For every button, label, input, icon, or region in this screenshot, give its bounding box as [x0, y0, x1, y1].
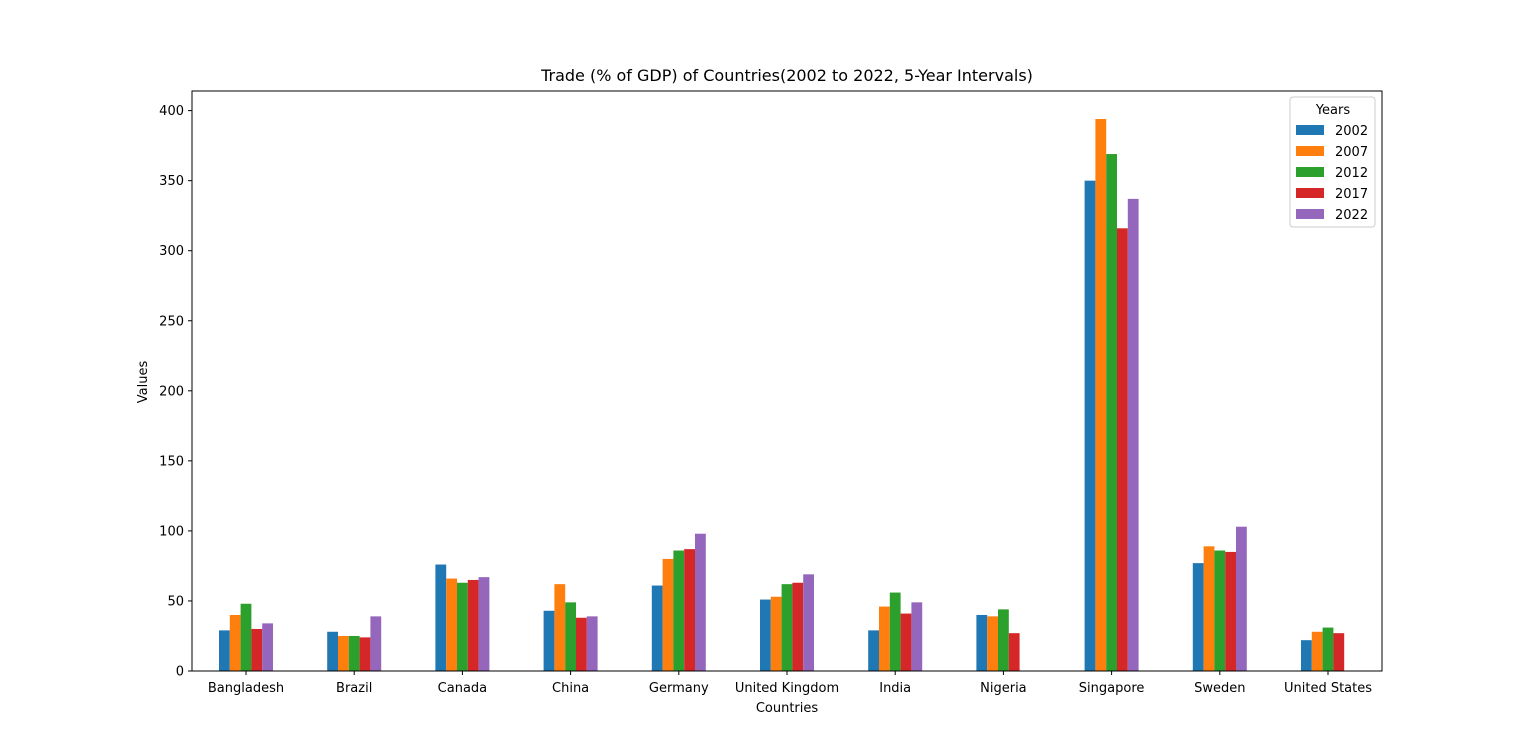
bar-brazil-2012 [348, 635, 360, 671]
bar-bangladesh-2022 [262, 623, 273, 671]
y-tick-label: 200 [159, 384, 184, 399]
y-axis: 0 50 100 150 200 250 300 350 400 [159, 104, 192, 680]
y-tick-label: 250 [159, 314, 184, 329]
bar-canada-2022 [478, 577, 490, 671]
bar-india-2017 [900, 613, 912, 671]
bar-united-states-2002 [1301, 640, 1312, 671]
bar-united-kingdom-2007 [770, 596, 782, 671]
bar-united-kingdom-2012 [781, 584, 793, 671]
bar-united-states-2012 [1322, 627, 1334, 671]
legend-label-2017: 2017 [1335, 187, 1368, 202]
bar-singapore-2012 [1106, 154, 1117, 672]
bar-bangladesh-2017 [251, 628, 263, 671]
bar-china-2002 [543, 610, 555, 671]
y-tick-label: 300 [159, 244, 184, 259]
bar-singapore-2002 [1084, 180, 1096, 671]
x-tick-label: Bangladesh [208, 681, 284, 696]
bar-nigeria-2002 [976, 614, 988, 671]
bar-china-2012 [565, 602, 576, 671]
bar-brazil-2022 [370, 616, 382, 671]
bar-germany-2022 [695, 533, 706, 671]
bar-sweden-2007 [1203, 546, 1215, 671]
x-axis: Bangladesh Brazil Canada China Germany United… [208, 671, 1372, 696]
bar-china-2017 [576, 617, 587, 671]
y-tick-label: 100 [159, 524, 184, 539]
legend-label-2007: 2007 [1335, 145, 1368, 160]
bar-bangladesh-2002 [219, 630, 230, 671]
bar-brazil-2007 [338, 635, 349, 671]
legend-title: Years [1315, 103, 1351, 118]
bar-singapore-2022 [1127, 198, 1139, 671]
bar-nigeria-2017 [1008, 633, 1020, 671]
bar-canada-2002 [435, 564, 447, 671]
bar-germany-2007 [662, 558, 674, 671]
x-tick-label: United Kingdom [735, 681, 839, 696]
plot-area [219, 119, 1345, 672]
bar-united-kingdom-2022 [803, 574, 814, 671]
legend-swatch-2007 [1296, 146, 1324, 156]
legend-swatch-2017 [1296, 188, 1324, 198]
bar-united-states-2017 [1333, 633, 1345, 671]
bar-united-kingdom-2017 [792, 582, 804, 671]
x-tick-label: Singapore [1079, 681, 1145, 696]
bar-india-2012 [889, 592, 901, 671]
bar-singapore-2007 [1095, 119, 1107, 671]
x-tick-label: Sweden [1194, 681, 1245, 696]
x-tick-label: Brazil [336, 681, 372, 696]
legend-label-2012: 2012 [1335, 166, 1368, 181]
bar-sweden-2022 [1236, 526, 1247, 671]
x-axis-label: Countries [756, 701, 819, 716]
x-tick-label: India [879, 681, 911, 696]
bar-canada-2007 [446, 578, 457, 671]
bar-brazil-2002 [327, 631, 338, 671]
x-tick-label: China [552, 681, 589, 696]
y-tick-label: 150 [159, 454, 184, 469]
x-tick-label: Germany [649, 681, 709, 696]
bar-united-states-2007 [1311, 631, 1323, 671]
bar-germany-2017 [684, 549, 695, 671]
bar-nigeria-2007 [987, 616, 998, 671]
legend-swatch-2012 [1296, 167, 1324, 177]
bar-india-2022 [911, 602, 923, 671]
bar-canada-2012 [457, 582, 468, 671]
bar-bangladesh-2012 [240, 603, 252, 671]
bar-sweden-2017 [1225, 551, 1236, 671]
bar-bangladesh-2007 [229, 614, 241, 671]
y-axis-label: Values [136, 361, 151, 404]
y-tick-label: 350 [159, 174, 184, 189]
legend-swatch-2022 [1296, 209, 1324, 219]
chart-title: Trade (% of GDP) of Countries(2002 to 20… [540, 66, 1033, 85]
bar-india-2002 [868, 630, 879, 671]
x-tick-label: Nigeria [980, 681, 1027, 696]
bar-sweden-2002 [1192, 563, 1204, 671]
legend-label-2022: 2022 [1335, 208, 1368, 223]
y-tick-label: 400 [159, 104, 184, 119]
bar-germany-2002 [651, 585, 663, 671]
bar-china-2022 [586, 616, 598, 671]
legend: Years 2002 2007 2012 2017 2022 [1289, 96, 1376, 228]
legend-label-2002: 2002 [1335, 124, 1368, 139]
bar-india-2007 [879, 606, 890, 671]
bar-canada-2017 [467, 579, 479, 671]
y-tick-label: 0 [176, 665, 184, 680]
x-tick-label: United States [1284, 681, 1372, 696]
bar-united-kingdom-2002 [760, 599, 771, 671]
bar-singapore-2017 [1117, 228, 1128, 672]
legend-swatch-2002 [1296, 125, 1324, 135]
bar-germany-2012 [673, 550, 685, 671]
bar-sweden-2012 [1214, 550, 1226, 671]
bar-brazil-2017 [359, 637, 371, 671]
x-tick-label: Canada [438, 681, 487, 696]
y-tick-label: 50 [167, 594, 184, 609]
bar-china-2007 [554, 584, 566, 671]
bar-nigeria-2012 [998, 609, 1009, 671]
